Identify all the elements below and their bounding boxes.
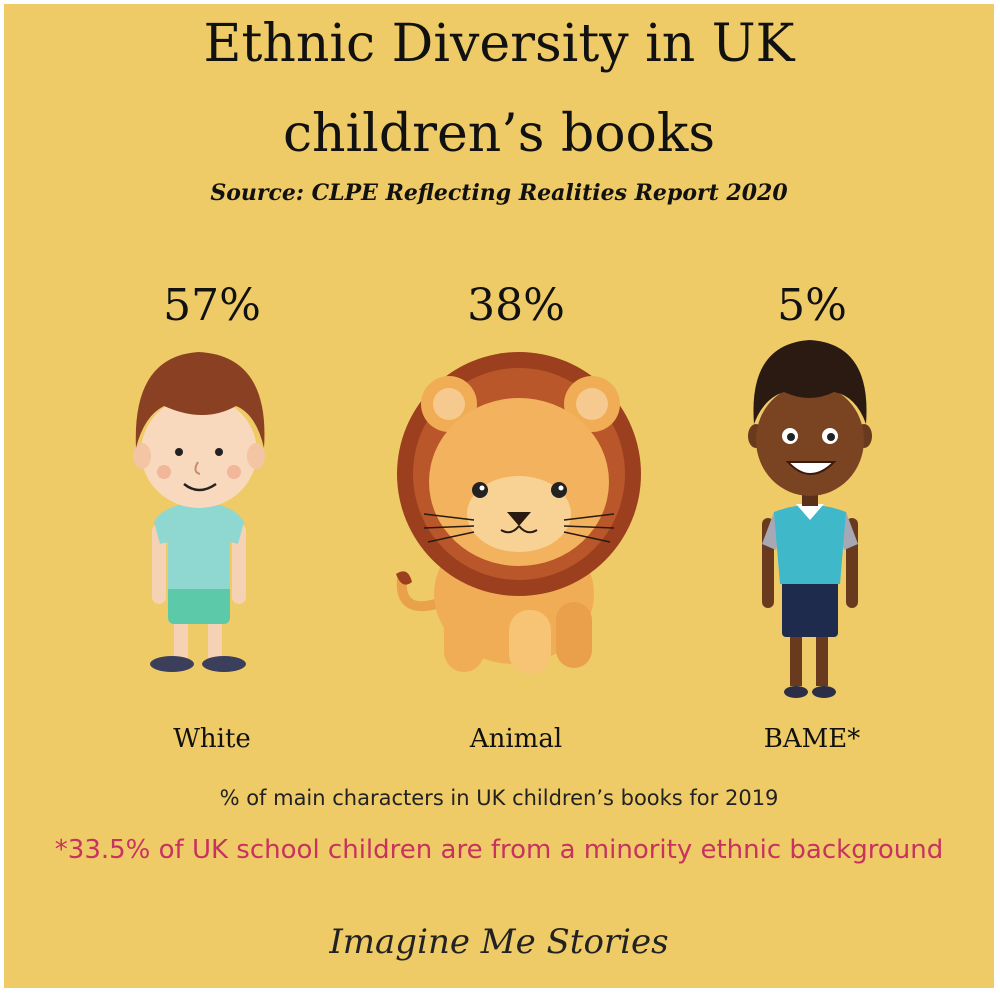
- value-label-bame: 5%: [777, 280, 847, 331]
- title-line-2: children’s books: [282, 104, 716, 164]
- category-label-white: White: [173, 724, 251, 754]
- value-label-white: 57%: [163, 280, 261, 331]
- category-label-bame: BAME*: [763, 724, 861, 754]
- white-boy-icon: [133, 352, 265, 672]
- infographic: Ethnic Diversity in UK children’s books …: [4, 4, 994, 988]
- category-label-animal: Animal: [469, 724, 563, 754]
- bame-boy-icon: [748, 340, 872, 698]
- value-label-animal: 38%: [467, 280, 565, 331]
- footnote: *33.5% of UK school children are from a …: [54, 835, 944, 865]
- title-line-1: Ethnic Diversity in UK: [203, 14, 795, 74]
- brand-signature: Imagine Me Stories: [329, 922, 669, 962]
- source-note: Source: CLPE Reflecting Realities Report…: [210, 180, 788, 206]
- lion-icon: [396, 352, 641, 674]
- chart-caption: % of main characters in UK children’s bo…: [219, 786, 779, 810]
- illustrations: [133, 340, 872, 698]
